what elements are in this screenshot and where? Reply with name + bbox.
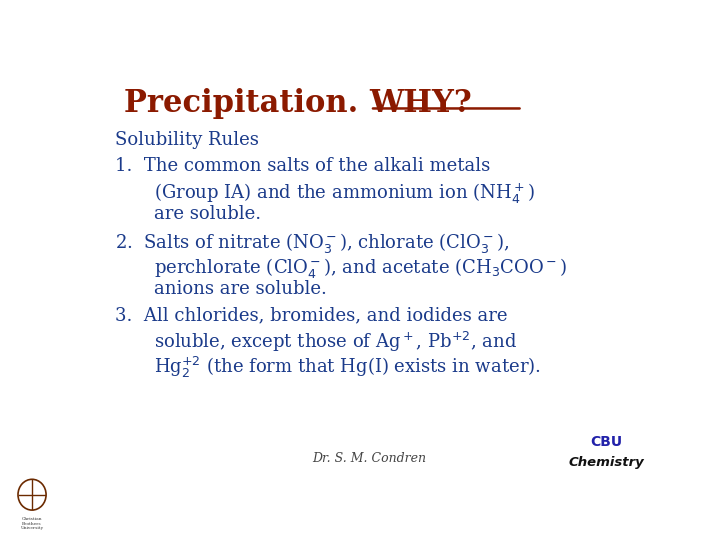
Text: Precipitation.: Precipitation. [124, 87, 369, 119]
Text: WHY?: WHY? [369, 87, 472, 119]
Text: 3.  All chlorides, bromides, and iodides are: 3. All chlorides, bromides, and iodides … [115, 306, 508, 324]
Text: perchlorate (ClO$_4^-$), and acetate (CH$_3$COO$^-$): perchlorate (ClO$_4^-$), and acetate (CH… [154, 255, 567, 280]
Text: Hg$_2^{+2}$ (the form that Hg(I) exists in water).: Hg$_2^{+2}$ (the form that Hg(I) exists … [154, 354, 541, 380]
Text: Dr. S. M. Condren: Dr. S. M. Condren [312, 452, 426, 465]
Text: Christian
Brothers
University: Christian Brothers University [20, 517, 44, 530]
Text: (Group IA) and the ammonium ion (NH$_4^+$): (Group IA) and the ammonium ion (NH$_4^+… [154, 181, 535, 205]
Text: are soluble.: are soluble. [154, 205, 261, 223]
Text: soluble, except those of Ag$^+$, Pb$^{+2}$, and: soluble, except those of Ag$^+$, Pb$^{+2… [154, 330, 517, 354]
Text: Solubility Rules: Solubility Rules [115, 131, 259, 150]
Text: 2.  Salts of nitrate (NO$_3^-$), chlorate (ClO$_3^-$),: 2. Salts of nitrate (NO$_3^-$), chlorate… [115, 232, 509, 255]
Text: CBU: CBU [590, 435, 622, 449]
Text: Chemistry: Chemistry [568, 456, 644, 469]
Text: 1.  The common salts of the alkali metals: 1. The common salts of the alkali metals [115, 157, 490, 174]
Text: anions are soluble.: anions are soluble. [154, 280, 327, 298]
